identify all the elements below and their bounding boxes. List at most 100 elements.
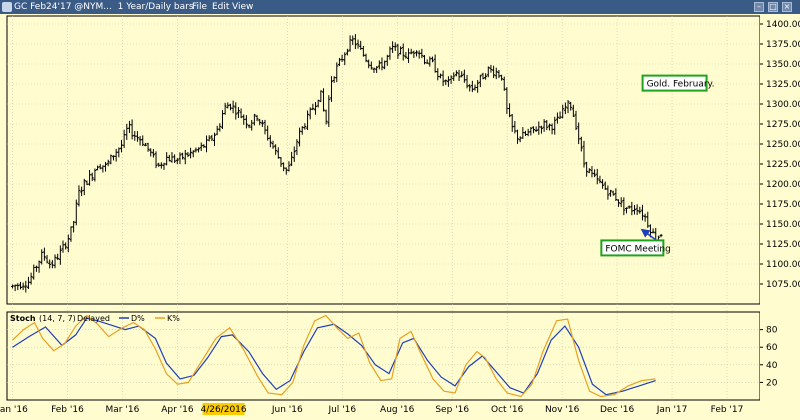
ohlc-bar (316, 99, 320, 108)
ohlc-bar (82, 178, 86, 196)
menu-file[interactable]: File (192, 2, 208, 12)
legend-label-k: K% (167, 314, 180, 323)
ohlc-bar (260, 120, 264, 127)
ohlc-bar (303, 123, 307, 130)
ohlc-bar (329, 76, 333, 102)
ohlc-bar (539, 125, 543, 134)
x-tick-label: Dec '16 (600, 405, 634, 415)
ohlc-bar (80, 186, 84, 197)
ohlc-bar (484, 73, 488, 80)
ohlc-bar (311, 103, 315, 111)
ohlc-bar (585, 161, 589, 177)
x-tick-label: Aug '16 (380, 405, 415, 415)
ohlc-bar (571, 104, 575, 118)
ohlc-bar (611, 190, 615, 196)
ohlc-bar (146, 142, 150, 152)
ohlc-bar (587, 168, 591, 174)
ohlc-bar (287, 161, 291, 172)
annotation-box (600, 239, 665, 257)
ohlc-bar (223, 102, 227, 115)
ohlc-bar (553, 116, 557, 135)
ohlc-bar (380, 57, 384, 71)
ohlc-bar (66, 234, 70, 253)
ohlc-bar (274, 144, 278, 155)
price-tick-label: 1275.00 (766, 120, 800, 130)
price-tick-label: 1350.00 (766, 60, 800, 70)
ohlc-bar (619, 197, 623, 208)
ohlc-bar (404, 51, 408, 59)
price-tick-label: 1250.00 (766, 140, 800, 150)
price-tick-label: 1100.00 (766, 260, 800, 270)
chart-canvas[interactable]: 1075.00 1100.00 1125.00 1150.00 1175.00 1200.… (0, 14, 800, 420)
ohlc-bar (64, 242, 68, 250)
ohlc-bar (327, 95, 331, 127)
ohlc-bar (356, 39, 360, 49)
ohlc-bar (104, 161, 108, 172)
annotation-fomc-meeting: FOMC Meeting (605, 244, 670, 254)
ohlc-bar (396, 43, 400, 59)
stoch-tick-label: 40 (766, 361, 778, 371)
ohlc-bar (617, 199, 621, 207)
ohlc-bar (441, 70, 445, 87)
minimize-button[interactable]: – (754, 2, 764, 12)
ohlc-bar (143, 142, 147, 147)
ohlc-bar (255, 114, 259, 122)
ohlc-bar (545, 120, 549, 131)
ohlc-bar (236, 107, 240, 119)
price-tick-label: 1075.00 (766, 280, 800, 290)
ohlc-bar (563, 102, 567, 115)
x-tick-label: Sep '16 (435, 405, 469, 415)
ohlc-bar (279, 157, 283, 168)
ohlc-bar (369, 61, 373, 70)
ohlc-bar (324, 109, 328, 125)
ohlc-bar (582, 140, 586, 168)
stoch-title: Stoch (10, 314, 36, 323)
x-tick-label: Feb '16 (51, 405, 84, 415)
ohlc-bar (622, 197, 626, 216)
price-tick-label: 1400.00 (766, 20, 800, 30)
ohlc-bar (56, 253, 60, 261)
ohlc-bar (290, 151, 294, 167)
symbol-label: GC Feb24'17 @NYM... (14, 2, 112, 12)
date-highlight-label: 4/26/2016 (200, 405, 246, 415)
stoch-tick-label: 80 (766, 326, 778, 336)
ohlc-bar (53, 254, 57, 269)
ohlc-bar (595, 168, 599, 185)
ohlc-bar (659, 233, 663, 238)
x-tick-label: Feb '17 (711, 405, 744, 415)
ohlc-bar (465, 74, 469, 89)
app-icon (2, 2, 12, 12)
ohlc-bar (460, 71, 464, 78)
ohlc-bar (186, 151, 190, 158)
ohlc-bar (486, 66, 490, 78)
stoch-tick-label: 60 (766, 343, 778, 353)
ohlc-bar (48, 259, 52, 269)
ohlc-bar (638, 206, 642, 214)
ohlc-bar (258, 118, 262, 126)
ohlc-bar (393, 42, 397, 51)
ohlc-bar (531, 126, 535, 134)
ohlc-bar (231, 100, 235, 114)
ohlc-bar (58, 245, 62, 265)
ohlc-bar (489, 64, 493, 73)
ohlc-bar (372, 67, 376, 73)
ohlc-bar (476, 80, 480, 93)
close-button[interactable]: × (782, 2, 792, 12)
ohlc-bar (353, 34, 357, 50)
ohlc-bar (635, 204, 639, 216)
ohlc-bar (492, 65, 496, 79)
menu-edit[interactable]: Edit (212, 2, 230, 12)
ohlc-bar (412, 50, 416, 58)
ohlc-bar (151, 149, 155, 158)
ohlc-bar (494, 67, 498, 80)
window-titlebar[interactable]: GC Feb24'17 @NYM... 1 Year/Daily bars Fi… (0, 0, 800, 14)
maximize-button[interactable]: □ (768, 2, 778, 12)
x-tick-label: Mar '16 (106, 405, 140, 415)
ohlc-bar (632, 205, 636, 215)
ohlc-bar (446, 76, 450, 87)
menu-view[interactable]: View (232, 2, 254, 12)
ohlc-bar (45, 255, 49, 264)
ohlc-bar (183, 149, 187, 165)
ohlc-bar (457, 69, 461, 82)
ohlc-bar (529, 127, 533, 136)
